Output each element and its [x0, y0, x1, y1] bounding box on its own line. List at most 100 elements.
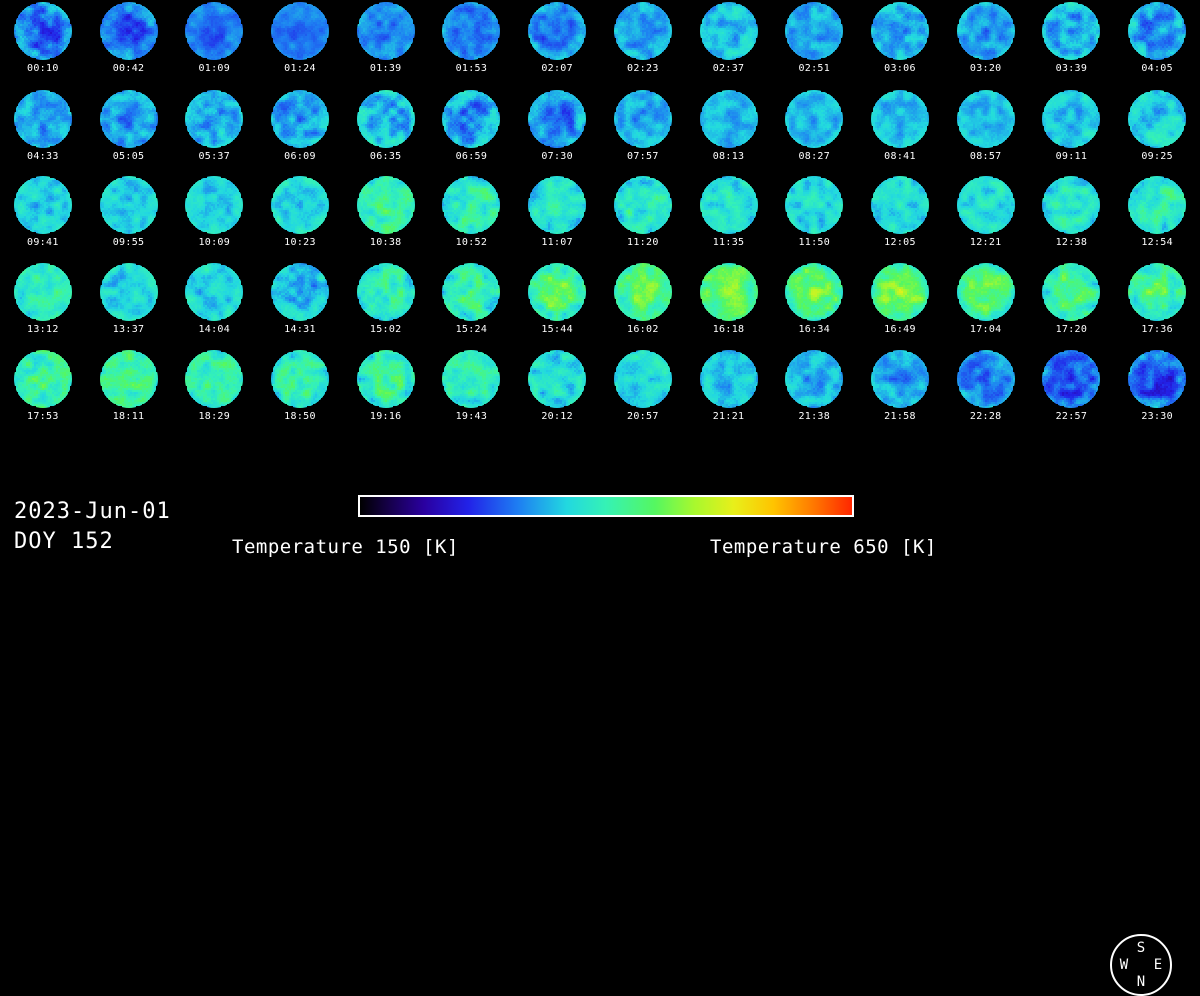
- disk-timestamp-label: 18:50: [284, 411, 316, 422]
- disk-timestamp-label: 04:05: [1141, 63, 1173, 74]
- disk-cell: 11:07: [514, 176, 600, 249]
- disk-timestamp-label: 08:57: [969, 150, 1002, 162]
- disk-timestamp-label: 06:35: [369, 150, 402, 162]
- disk-cell: 00:42: [86, 2, 172, 75]
- disk-timestamp-label: 12:54: [1141, 237, 1173, 248]
- day-of-year: DOY 152: [14, 529, 114, 554]
- thermal-disk-image: [1128, 176, 1187, 234]
- thermal-disk-image: [956, 89, 1015, 148]
- disk-timestamp-label: 17:20: [1055, 324, 1088, 335]
- disk-timestamp-label: 00:42: [112, 63, 145, 74]
- disk-timestamp-label: 19:43: [455, 411, 488, 422]
- thermal-disk-image: [99, 2, 158, 60]
- disk-timestamp-label: 20:57: [627, 411, 659, 422]
- disk-cell: 11:35: [686, 176, 772, 249]
- thermal-disk-image: [442, 350, 501, 408]
- disk-timestamp-label: 13:12: [27, 324, 59, 335]
- compass-north-label: N: [1136, 974, 1146, 990]
- disk-cell: 16:18: [686, 263, 772, 336]
- disk-timestamp-label: 01:53: [455, 63, 488, 74]
- disk-cell: 12:38: [1029, 176, 1115, 249]
- thermal-disk-image: [270, 263, 329, 321]
- disk-cell: 17:04: [943, 263, 1029, 336]
- disk-cell: 22:57: [1029, 350, 1115, 423]
- thermal-disk-image: [956, 263, 1015, 321]
- compass-rose: S N W E: [1110, 934, 1172, 996]
- disk-cell: 03:06: [857, 2, 943, 75]
- thermal-disk-image: [356, 89, 415, 148]
- disk-timestamp-label: 10:52: [455, 237, 488, 248]
- disk-timestamp-label: 10:23: [284, 237, 316, 248]
- disk-cell: 02:51: [771, 2, 857, 75]
- thermal-disk-image: [99, 350, 158, 408]
- disk-timestamp-label: 08:27: [798, 150, 831, 162]
- thermal-disk-image: [956, 2, 1015, 60]
- thermal-disk-image: [1128, 350, 1187, 408]
- disk-cell: 18:50: [257, 350, 343, 423]
- disk-timestamp-label: 03:39: [1055, 63, 1088, 74]
- disk-cell: 06:09: [257, 89, 343, 163]
- disk-timestamp-label: 10:09: [198, 237, 231, 248]
- disk-cell: 17:53: [0, 350, 86, 423]
- disk-timestamp-label: 14:04: [198, 324, 231, 335]
- disk-cell: 16:34: [771, 263, 857, 336]
- colorbar-max-label: Temperature 650 [K]: [710, 536, 937, 558]
- disk-cell: 09:25: [1114, 89, 1200, 163]
- thermal-disk-image: [13, 89, 72, 148]
- thermal-disk-image: [870, 263, 929, 321]
- disk-cell: 01:09: [171, 2, 257, 75]
- compass-east-label: E: [1153, 957, 1163, 973]
- thermal-disk-image: [785, 350, 844, 408]
- thermal-disk-image: [528, 89, 587, 148]
- disk-timestamp-label: 20:12: [541, 411, 573, 422]
- thermal-disk-image: [356, 263, 415, 321]
- disk-timestamp-label: 18:29: [198, 411, 231, 422]
- disk-timestamp-label: 16:02: [627, 324, 659, 335]
- disk-cell: 04:33: [0, 89, 86, 163]
- disk-timestamp-label: 22:28: [969, 411, 1002, 422]
- disk-timestamp-label: 12:05: [884, 237, 916, 248]
- thermal-disk-image: [356, 350, 415, 408]
- disk-cell: 19:43: [429, 350, 515, 423]
- disk-cell: 20:57: [600, 350, 686, 423]
- disk-timestamp-label: 12:21: [969, 237, 1002, 248]
- thermal-disk-image: [870, 350, 929, 408]
- disk-cell: 01:53: [429, 2, 515, 75]
- disk-cell: 03:39: [1029, 2, 1115, 75]
- disk-timestamp-label: 09:11: [1055, 150, 1088, 162]
- disk-cell: 09:55: [86, 176, 172, 249]
- disk-timestamp-label: 02:07: [541, 63, 573, 74]
- thermal-disk-image: [185, 263, 244, 321]
- thermal-disk-image: [699, 350, 758, 408]
- disk-cell: 12:05: [857, 176, 943, 249]
- disk-cell: 19:16: [343, 350, 429, 423]
- disk-cell: 08:41: [857, 89, 943, 163]
- disk-timestamp-label: 12:38: [1055, 237, 1088, 248]
- thermal-disk-image: [956, 176, 1015, 234]
- disk-cell: 03:20: [943, 2, 1029, 75]
- disk-cell: 10:09: [171, 176, 257, 249]
- thermal-disk-image: [699, 89, 758, 148]
- thermal-disk-image: [99, 263, 158, 321]
- disk-timestamp-label: 14:31: [284, 324, 316, 335]
- disk-timestamp-label: 02:51: [798, 63, 831, 74]
- disk-cell: 21:58: [857, 350, 943, 423]
- thermal-disk-image: [1128, 2, 1187, 60]
- disk-timestamp-label: 17:36: [1141, 324, 1173, 335]
- thermal-disk-image: [613, 2, 672, 60]
- disk-cell: 05:05: [86, 89, 172, 163]
- disk-timestamp-label: 01:39: [369, 63, 402, 74]
- compass-west-label: W: [1119, 957, 1129, 973]
- thermal-disk-image: [185, 2, 244, 60]
- disk-cell: 09:41: [0, 176, 86, 249]
- thermal-disk-image: [13, 2, 72, 60]
- disk-cell: 15:44: [514, 263, 600, 336]
- disk-cell: 00:10: [0, 2, 86, 75]
- disk-cell: 08:57: [943, 89, 1029, 163]
- disk-cell: 20:12: [514, 350, 600, 423]
- observation-date: 2023-Jun-01: [14, 499, 171, 524]
- disk-cell: 08:13: [686, 89, 772, 163]
- disk-cell: 10:23: [257, 176, 343, 249]
- thermal-disk-image: [785, 176, 844, 234]
- disk-cell: 01:24: [257, 2, 343, 75]
